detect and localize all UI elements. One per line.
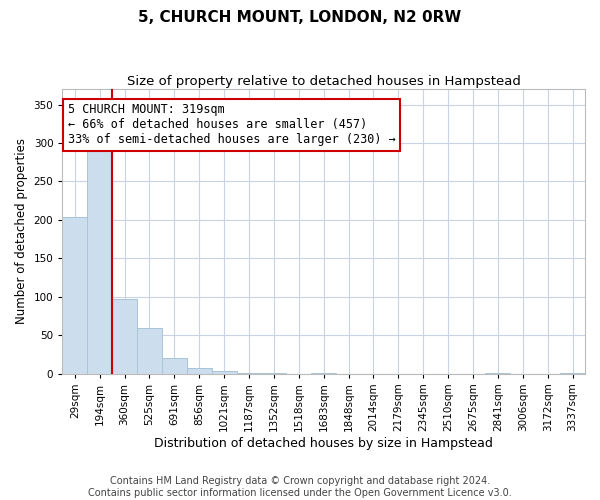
- Bar: [262, 373, 286, 374]
- Bar: [137, 328, 162, 374]
- Bar: [87, 150, 112, 374]
- X-axis label: Distribution of detached houses by size in Hampstead: Distribution of detached houses by size …: [154, 437, 493, 450]
- Text: 5 CHURCH MOUNT: 319sqm
← 66% of detached houses are smaller (457)
33% of semi-de: 5 CHURCH MOUNT: 319sqm ← 66% of detached…: [68, 104, 395, 146]
- Y-axis label: Number of detached properties: Number of detached properties: [15, 138, 28, 324]
- Bar: [112, 299, 137, 374]
- Text: Contains HM Land Registry data © Crown copyright and database right 2024.
Contai: Contains HM Land Registry data © Crown c…: [88, 476, 512, 498]
- Bar: [311, 373, 336, 374]
- Bar: [187, 368, 212, 374]
- Bar: [162, 358, 187, 374]
- Bar: [212, 372, 236, 374]
- Text: 5, CHURCH MOUNT, LONDON, N2 0RW: 5, CHURCH MOUNT, LONDON, N2 0RW: [139, 10, 461, 25]
- Bar: [485, 373, 511, 374]
- Bar: [236, 373, 262, 374]
- Bar: [62, 217, 87, 374]
- Title: Size of property relative to detached houses in Hampstead: Size of property relative to detached ho…: [127, 75, 521, 88]
- Bar: [560, 373, 585, 374]
